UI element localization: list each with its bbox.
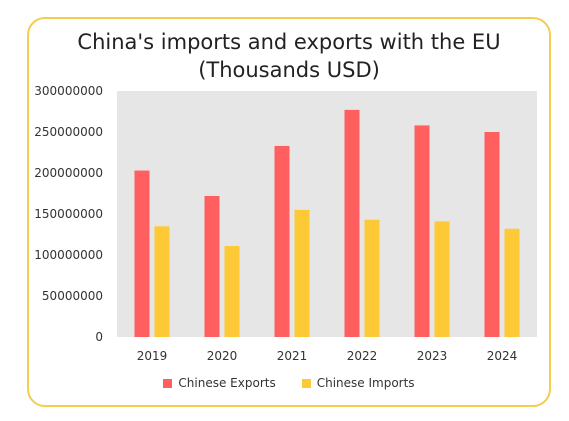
x-tick-label: 2021 <box>277 349 308 363</box>
x-tick-label: 2020 <box>207 349 238 363</box>
bars <box>134 109 520 337</box>
chart-subtitle-line: (Thousands USD) <box>198 58 380 82</box>
bar-imports-2023 <box>434 221 450 337</box>
y-tick-label: 200000000 <box>34 166 103 180</box>
y-tick-label: 300000000 <box>34 84 103 98</box>
legend-item-imports[interactable]: Chinese Imports <box>301 376 415 390</box>
chart-title: China's imports and exports with the EU … <box>27 28 551 84</box>
bar-exports-2020 <box>204 195 220 337</box>
bar-imports-2020 <box>224 245 240 337</box>
legend-label-imports: Chinese Imports <box>316 376 415 390</box>
bar-imports-2021 <box>294 209 310 337</box>
bar-imports-2024 <box>504 228 520 337</box>
bar-exports-2019 <box>134 170 150 337</box>
bar-exports-2022 <box>344 109 360 337</box>
legend: Chinese Exports Chinese Imports <box>27 376 551 390</box>
x-axis-ticks: 2019 2020 2021 2022 2023 2024 <box>137 349 518 363</box>
y-tick-label: 50000000 <box>42 289 103 303</box>
bar-imports-2022 <box>364 219 380 337</box>
x-tick-label: 2019 <box>137 349 168 363</box>
y-tick-label: 250000000 <box>34 125 103 139</box>
legend-swatch-exports <box>163 378 173 388</box>
x-tick-label: 2022 <box>347 349 378 363</box>
bar-exports-2023 <box>414 125 430 337</box>
x-tick-label: 2024 <box>487 349 518 363</box>
legend-label-exports: Chinese Exports <box>178 376 276 390</box>
y-axis-ticks: 300000000 250000000 200000000 150000000 1000… <box>34 84 103 344</box>
legend-swatch-imports <box>301 378 311 388</box>
plot-area <box>117 91 537 337</box>
y-tick-label: 0 <box>95 330 103 344</box>
bar-exports-2024 <box>484 132 500 337</box>
y-tick-label: 100000000 <box>34 248 103 262</box>
bar-imports-2019 <box>154 226 170 337</box>
bar-exports-2021 <box>274 145 290 337</box>
x-tick-label: 2023 <box>417 349 448 363</box>
chart-title-line: China's imports and exports with the EU <box>77 30 501 54</box>
legend-item-exports[interactable]: Chinese Exports <box>163 376 276 390</box>
y-tick-label: 150000000 <box>34 207 103 221</box>
